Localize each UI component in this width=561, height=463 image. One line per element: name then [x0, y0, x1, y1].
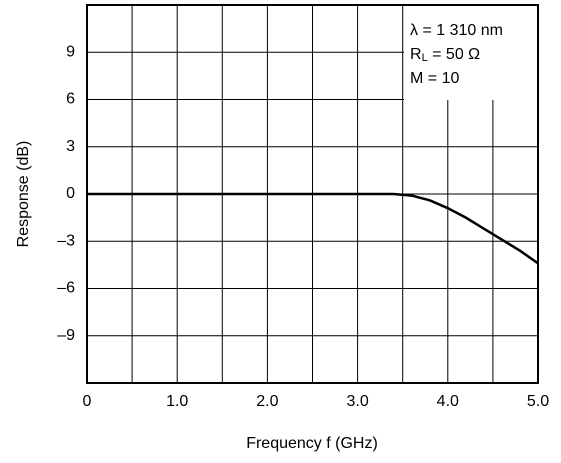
x-tick-label: 1.0: [166, 393, 188, 410]
x-tick-label: 5.0: [527, 393, 549, 410]
x-axis-label: Frequency f (GHz): [246, 435, 378, 452]
plot-frame: [86, 4, 539, 384]
y-tick-label: 9: [66, 43, 75, 60]
x-tick-label: 2.0: [256, 393, 278, 410]
y-tick-label: –3: [57, 232, 75, 249]
y-axis-label: Response (dB): [15, 141, 32, 248]
y-tick-label: 3: [66, 138, 75, 155]
response-line: [87, 192, 539, 265]
y-tick-label: 0: [66, 185, 75, 202]
annotation: λ = 1 310 nm: [410, 22, 503, 39]
y-tick-label: –6: [57, 280, 75, 297]
legend-box: [404, 6, 537, 100]
x-tick-label: 3.0: [346, 393, 368, 410]
y-tick-label: 6: [66, 91, 75, 108]
x-tick-label: 4.0: [437, 393, 459, 410]
annotation-part: R: [410, 46, 422, 63]
annotation: M = 10: [410, 70, 459, 87]
y-tick-label: –9: [57, 327, 75, 344]
annotation-part: = 50 Ω: [428, 46, 480, 63]
x-tick-label: 0: [83, 393, 92, 410]
annotation-subscript: L: [422, 52, 428, 64]
annotation: RL = 50 Ω: [410, 46, 480, 64]
